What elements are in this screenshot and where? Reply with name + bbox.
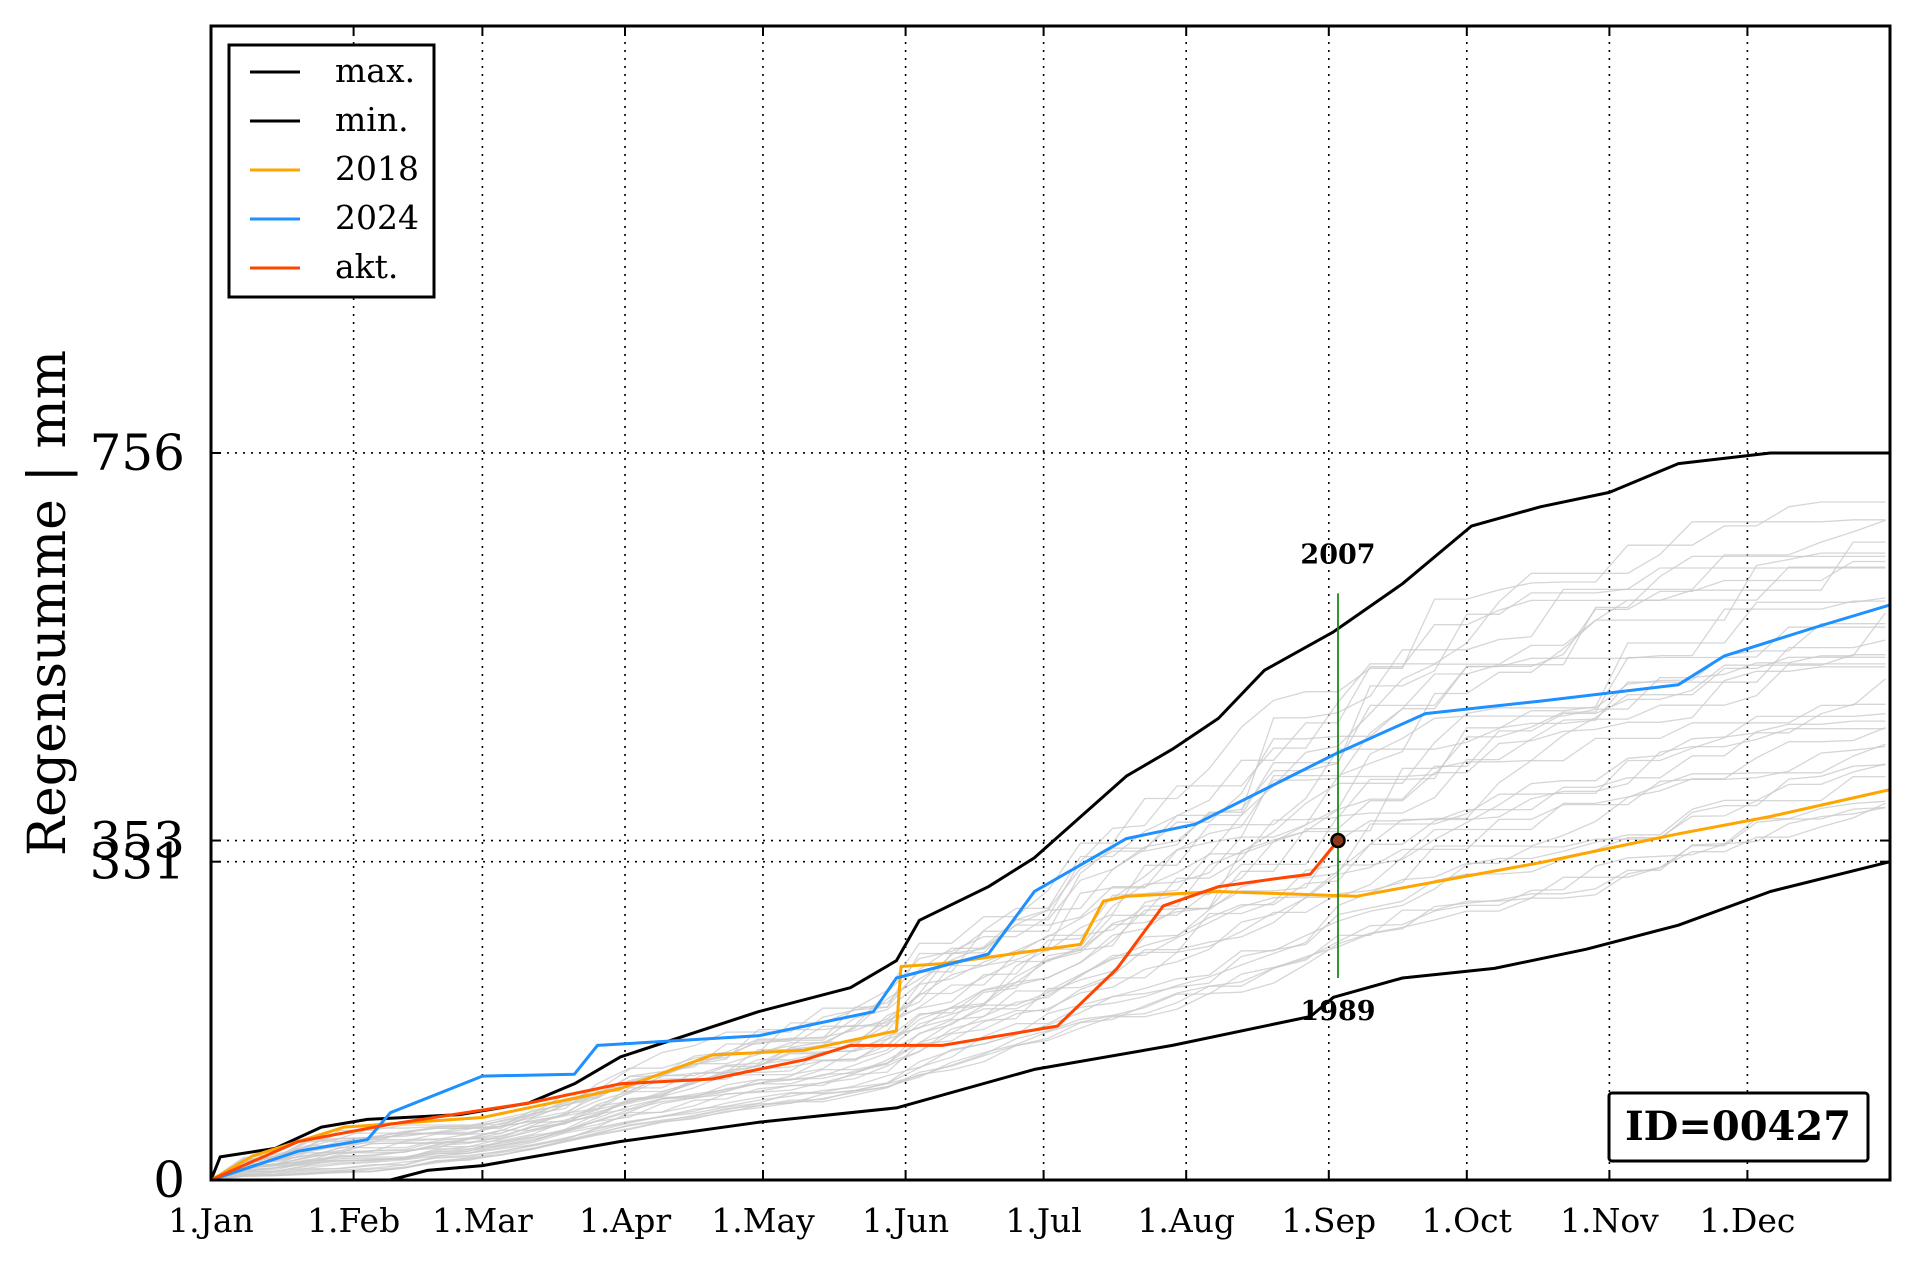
legend-label: min.	[335, 100, 409, 139]
background-year-line	[210, 560, 1886, 1181]
y-tick-label: 0	[153, 1151, 185, 1209]
background-year-line	[210, 703, 1886, 1181]
series-line-max	[209, 451, 1890, 1181]
x-tick-label: 1.Mar	[432, 1201, 533, 1240]
y-tick-label: 353	[90, 812, 185, 870]
x-tick-label: 1.Feb	[307, 1201, 400, 1240]
x-tick-label: 1.May	[711, 1201, 815, 1240]
series-line-akt	[210, 839, 1340, 1182]
background-year-line	[210, 555, 1886, 1181]
annotations: 2007 1989	[1300, 539, 1375, 1027]
grid-lines	[211, 26, 1890, 1180]
background-year-line	[210, 567, 1886, 1181]
x-tick-label: 1.Aug	[1137, 1201, 1235, 1240]
id-box-frame	[1607, 1091, 1870, 1163]
plot-frame	[209, 24, 1892, 1182]
legend-label: 2024	[335, 198, 419, 237]
current-value-point	[1330, 832, 1346, 849]
y-tick-label: 331	[90, 833, 185, 891]
series-lines	[209, 451, 1891, 1182]
background-year-line	[210, 663, 1886, 1181]
max-year-label: 2007	[1300, 539, 1375, 570]
background-year-line	[210, 720, 1886, 1181]
x-tick-label: 1.Jan	[168, 1201, 254, 1240]
series-line-2024	[210, 603, 1891, 1182]
series-line-2018	[210, 788, 1891, 1182]
background-year-line	[210, 726, 1886, 1181]
y-tick-label: 756	[90, 424, 185, 482]
background-year-line	[210, 501, 1886, 1181]
id-box: ID=00427	[1607, 1091, 1870, 1163]
x-tick-label: 1.Sep	[1281, 1201, 1376, 1240]
background-year-line	[210, 519, 1886, 1181]
x-axis: 1.Jan 1.Feb 1.Mar 1.Apr 1.May 1.Jun 1.Jul 1.Aug…	[168, 26, 1795, 1240]
legend-label: max.	[335, 51, 415, 90]
background-years	[210, 501, 1886, 1181]
background-year-line	[210, 678, 1886, 1181]
series-line-min	[211, 860, 1891, 1182]
id-box-label: ID=00427	[1625, 1103, 1851, 1150]
background-year-line	[210, 763, 1886, 1181]
background-year-line	[210, 800, 1886, 1181]
min-year-label: 1989	[1300, 996, 1375, 1027]
x-tick-label: 1.Nov	[1560, 1201, 1659, 1240]
background-year-line	[210, 612, 1886, 1181]
y-axis-label: Regensumme | mm	[18, 350, 78, 856]
legend-label: 2018	[335, 149, 419, 188]
x-tick-label: 1.Apr	[579, 1201, 671, 1240]
legend-label: akt.	[335, 247, 398, 286]
x-tick-label: 1.Jul	[1005, 1201, 1082, 1240]
legend: max. min. 2018 2024 akt.	[227, 43, 436, 299]
background-year-line	[210, 806, 1886, 1181]
x-tick-label: 1.Jun	[862, 1201, 949, 1240]
x-tick-label: 1.Oct	[1422, 1201, 1512, 1240]
x-tick-label: 1.Dec	[1699, 1201, 1795, 1240]
background-year-line	[210, 713, 1886, 1181]
